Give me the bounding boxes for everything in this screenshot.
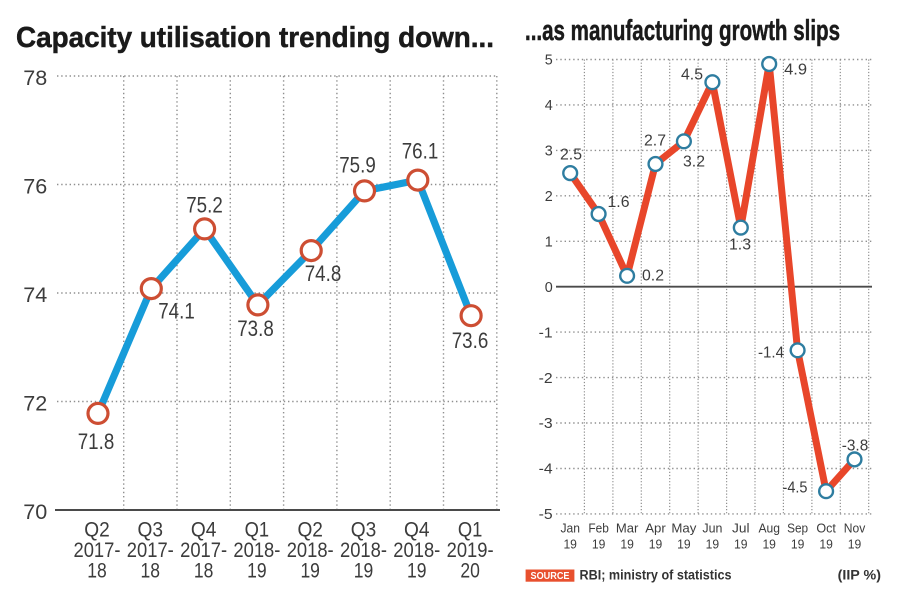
svg-text:Q1: Q1 (245, 518, 270, 542)
svg-text:19: 19 (620, 536, 634, 551)
svg-text:71.8: 71.8 (78, 429, 115, 454)
svg-text:Q2: Q2 (297, 518, 323, 542)
svg-text:Q4: Q4 (404, 518, 430, 542)
svg-text:19: 19 (354, 559, 374, 583)
svg-text:1.6: 1.6 (608, 194, 630, 211)
svg-text:4: 4 (545, 98, 553, 114)
svg-text:2.5: 2.5 (560, 147, 582, 164)
svg-text:Apr: Apr (645, 521, 666, 536)
svg-text:Jun: Jun (702, 521, 722, 536)
svg-text:19: 19 (734, 536, 748, 551)
svg-text:Q4: Q4 (191, 518, 217, 542)
svg-text:19: 19 (300, 559, 320, 583)
svg-text:4.5: 4.5 (681, 67, 703, 84)
svg-text:2018-: 2018- (287, 538, 334, 562)
svg-text:-3: -3 (539, 416, 553, 432)
svg-text:74: 74 (23, 284, 47, 307)
svg-text:...as manufacturing growth sli: ...as manufacturing growth slips (525, 15, 840, 47)
svg-text:19: 19 (677, 536, 691, 551)
svg-text:19: 19 (592, 536, 606, 551)
svg-text:2018-: 2018- (393, 538, 440, 562)
svg-text:Q2: Q2 (84, 518, 110, 542)
svg-text:19: 19 (791, 536, 805, 551)
svg-text:-2: -2 (539, 371, 553, 387)
svg-text:19: 19 (848, 536, 862, 551)
svg-text:73.6: 73.6 (452, 328, 489, 353)
svg-text:19: 19 (762, 536, 776, 551)
svg-text:-3.8: -3.8 (842, 438, 869, 455)
svg-text:Jul: Jul (732, 521, 750, 536)
svg-text:4.9: 4.9 (784, 62, 807, 79)
svg-text:2018-: 2018- (340, 538, 387, 562)
svg-text:20: 20 (460, 559, 480, 583)
svg-text:(IIP %): (IIP %) (838, 568, 881, 583)
svg-text:1.3: 1.3 (729, 237, 751, 254)
svg-text:2017-: 2017- (74, 538, 121, 562)
svg-text:May: May (671, 521, 696, 536)
svg-text:2018-: 2018- (233, 538, 280, 562)
svg-text:19: 19 (706, 536, 720, 551)
svg-text:-5: -5 (539, 507, 553, 523)
svg-text:Oct: Oct (816, 521, 836, 536)
svg-text:Sep: Sep (787, 521, 808, 536)
svg-text:Q3: Q3 (138, 518, 164, 542)
svg-text:-4: -4 (539, 462, 553, 478)
svg-text:0: 0 (545, 280, 553, 296)
svg-text:70: 70 (23, 501, 47, 524)
svg-text:-1: -1 (539, 325, 553, 341)
svg-text:Capacity utilisation trending: Capacity utilisation trending down... (16, 22, 494, 54)
svg-text:19: 19 (819, 536, 833, 551)
svg-text:3.2: 3.2 (683, 154, 705, 171)
svg-text:2017-: 2017- (127, 538, 174, 562)
svg-text:SOURCE: SOURCE (531, 571, 570, 582)
svg-text:76.1: 76.1 (402, 139, 439, 164)
svg-text:72: 72 (23, 392, 47, 415)
svg-text:-1.4: -1.4 (758, 345, 784, 362)
svg-text:Q1: Q1 (458, 518, 483, 542)
svg-text:18: 18 (141, 559, 161, 583)
svg-text:19: 19 (563, 536, 577, 551)
svg-text:Feb: Feb (588, 521, 609, 536)
svg-text:19: 19 (247, 559, 267, 583)
svg-text:78: 78 (23, 67, 47, 90)
svg-text:2: 2 (545, 189, 553, 205)
svg-text:74.8: 74.8 (305, 261, 342, 286)
svg-text:19: 19 (649, 536, 663, 551)
svg-text:Q3: Q3 (351, 518, 377, 542)
svg-text:2019-: 2019- (447, 538, 494, 562)
svg-text:3: 3 (545, 144, 553, 160)
svg-text:Jan: Jan (560, 521, 580, 536)
svg-text:2017-: 2017- (180, 538, 227, 562)
svg-text:-4.5: -4.5 (783, 480, 808, 497)
svg-text:75.2: 75.2 (186, 193, 223, 218)
svg-text:Aug: Aug (758, 521, 780, 536)
svg-text:18: 18 (194, 559, 214, 583)
svg-text:5: 5 (545, 53, 553, 69)
svg-text:0.2: 0.2 (642, 268, 664, 285)
svg-text:1: 1 (545, 235, 553, 251)
svg-text:19: 19 (407, 559, 427, 583)
svg-text:Mar: Mar (616, 521, 639, 536)
svg-text:Nov: Nov (844, 521, 866, 536)
svg-text:73.8: 73.8 (237, 316, 274, 341)
svg-text:76: 76 (23, 175, 47, 198)
svg-text:75.9: 75.9 (339, 153, 376, 178)
svg-text:74.1: 74.1 (158, 299, 195, 324)
svg-text:2.7: 2.7 (644, 133, 666, 150)
svg-text:18: 18 (87, 559, 107, 583)
svg-text:RBI; ministry of statistics: RBI; ministry of statistics (580, 567, 732, 582)
